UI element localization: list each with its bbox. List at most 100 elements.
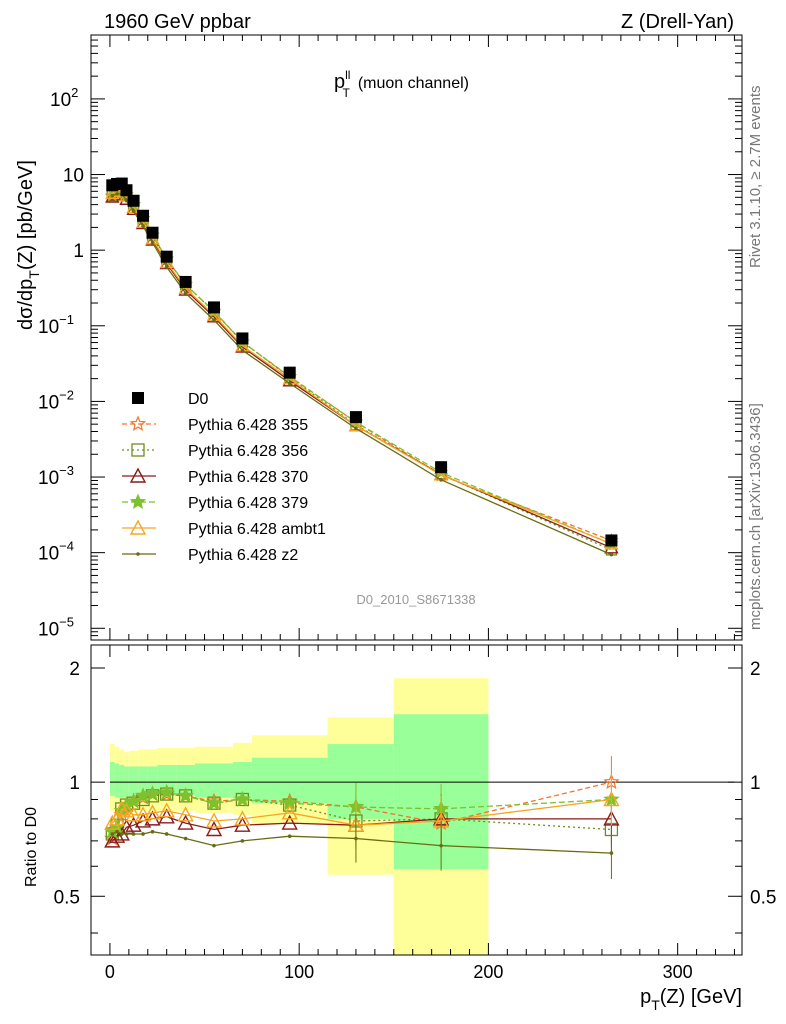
stat-uncertainty-band [195, 763, 233, 798]
header-energy-label: 1960 GeV ppbar [104, 11, 251, 33]
data-point [349, 411, 362, 424]
ratio-series-point [110, 832, 115, 836]
source-label: mcplots.cern.ch [arXiv:1306.3436] [747, 403, 764, 630]
ratio-series-point [177, 787, 194, 803]
ratio-uncertainty-bands [109, 678, 735, 955]
upper-series-line [112, 188, 612, 545]
data-point [127, 194, 140, 207]
upper-y-tick-label: 102 [50, 85, 78, 111]
ratio-series-point [603, 791, 620, 807]
ratio-y-axis-label: Ratio to D0 [23, 807, 40, 887]
upper-series-point [115, 192, 119, 196]
ratio-series-point [177, 814, 194, 830]
legend-marker [129, 519, 147, 535]
upper-series-point [348, 418, 364, 432]
legend-label: Pythia 6.428 379 [188, 495, 308, 512]
ratio-series-point [287, 834, 292, 839]
stat-uncertainty-band [176, 764, 196, 796]
upper-series-point [240, 348, 245, 352]
stat-uncertainty-band [147, 766, 158, 796]
upper-series-line [112, 188, 612, 545]
ratio-series-point [354, 836, 358, 841]
ratio-y-tick-label: 2 [69, 659, 80, 680]
upper-series-point [110, 193, 115, 198]
upper-y-tick-label: 10 [63, 166, 84, 187]
ratio-series-point [158, 783, 175, 800]
x-tick-label: 300 [663, 962, 693, 982]
ratio-series-point [212, 843, 216, 848]
legend-label: Pythia 6.428 356 [188, 443, 308, 460]
ratio-series-point [104, 814, 121, 830]
upper-series-point [212, 318, 216, 322]
upper-y-tick-label: 10−1 [38, 312, 74, 338]
data-point [435, 461, 448, 474]
upper-y-tick-label: 1 [73, 241, 84, 262]
ratio-series-point [131, 832, 136, 836]
legend-label: Pythia 6.428 ambt1 [188, 521, 326, 538]
ratio-series-point [141, 832, 145, 836]
ratio-series-point [158, 802, 175, 818]
legend-marker [129, 415, 147, 431]
ratio-series-point [281, 804, 298, 820]
ratio-series-point [234, 790, 251, 807]
ratio-series-point [609, 851, 614, 855]
stat-uncertainty-band [114, 763, 120, 798]
ratio-series-point [134, 806, 152, 822]
ratio-y-tick-label-right: 0.5 [750, 887, 776, 908]
upper-series-point [433, 467, 449, 482]
upper-y-tick-label: 10−3 [38, 463, 74, 489]
upper-series-point [287, 381, 292, 386]
legend-marker [136, 552, 140, 556]
ratio-y-tick-label-right: 2 [750, 659, 761, 680]
stat-uncertainty-band [138, 766, 148, 796]
ratio-y-tick-label-right: 1 [750, 773, 761, 794]
ratio-series-point [164, 832, 169, 836]
legend-label: Pythia 6.428 z2 [188, 547, 298, 564]
upper-series-point [124, 198, 129, 203]
ratio-series-point [118, 802, 135, 818]
ratio-series-point [150, 829, 155, 834]
upper-series-point [164, 265, 169, 269]
ratio-series-point [439, 843, 443, 848]
upper-y-tick-label: 10−4 [38, 539, 74, 565]
data-point [137, 209, 150, 222]
legend-label: Pythia 6.428 355 [188, 417, 308, 434]
ratio-series-point [240, 839, 245, 843]
stat-uncertainty-band [232, 762, 252, 800]
data-point [283, 366, 296, 379]
ratio-series-point [119, 832, 124, 836]
ratio-series-point [113, 800, 130, 816]
ratio-series-point [144, 804, 161, 820]
ratio-series-point [177, 806, 194, 822]
legend-marker [131, 443, 145, 457]
ratio-y-tick-label: 1 [69, 773, 80, 794]
legend-label: Pythia 6.428 370 [188, 469, 308, 486]
ratio-frame [90, 644, 743, 956]
ratio-series-point [144, 785, 161, 802]
upper-series-point [354, 426, 358, 431]
legend-marker [129, 467, 147, 483]
ratio-series-point [115, 829, 119, 834]
ratio-series-point [205, 812, 223, 828]
ratio-series-point [125, 792, 142, 809]
data-point [605, 534, 618, 547]
ratio-series-point [124, 832, 129, 836]
header-process-label: Z (Drell-Yan) [621, 11, 734, 33]
upper-series-point [609, 552, 614, 557]
upper-series-line [111, 189, 612, 542]
upper-series-point [439, 478, 443, 482]
legend-label: D0 [188, 391, 209, 408]
upper-y-tick-label: 10−5 [38, 614, 74, 640]
upper-series-group [105, 177, 619, 557]
plot-title: pll T(muon channel) [334, 68, 469, 100]
upper-series-point [105, 186, 120, 200]
ratio-series-group [104, 756, 620, 880]
ratio-series-point [205, 821, 223, 837]
upper-series-point [183, 291, 188, 295]
ratio-series-point [281, 814, 298, 830]
ratio-series-point [125, 806, 142, 822]
stat-uncertainty-band [119, 764, 125, 798]
data-point [208, 301, 221, 314]
data-point [179, 275, 192, 288]
x-tick-label: 100 [284, 962, 314, 982]
